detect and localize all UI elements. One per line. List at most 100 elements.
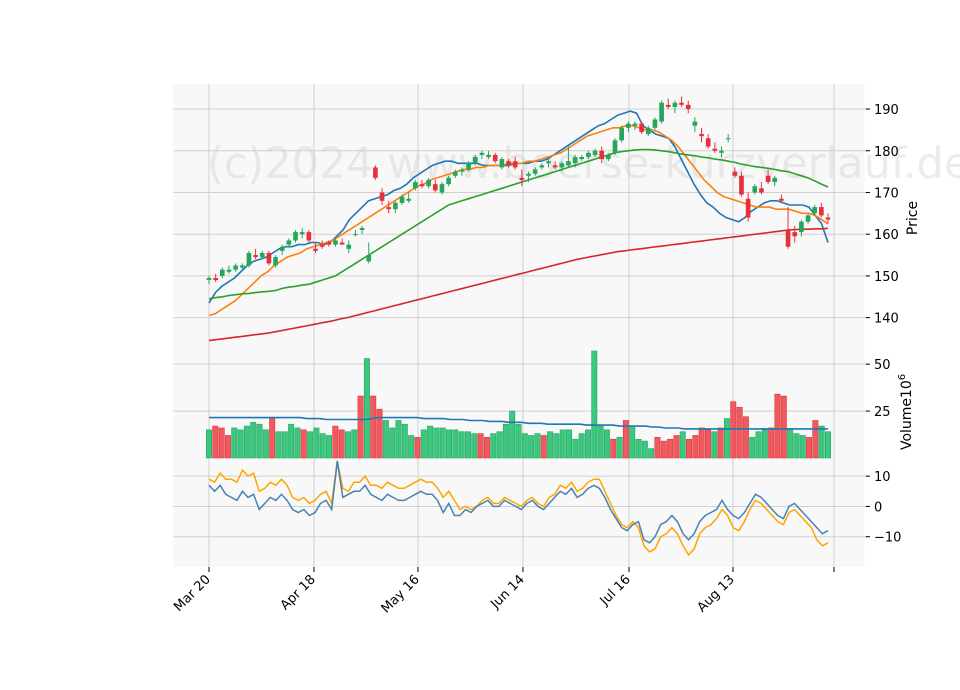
volume-bar bbox=[452, 429, 459, 459]
candle-body bbox=[772, 177, 778, 183]
candle-body bbox=[239, 265, 245, 268]
candle-body bbox=[479, 152, 485, 155]
candle-body bbox=[226, 269, 232, 272]
volume-bar bbox=[351, 429, 358, 459]
candle-body bbox=[566, 161, 571, 166]
volume-bar bbox=[654, 437, 661, 459]
candle-body bbox=[313, 248, 318, 251]
candle-body bbox=[499, 159, 505, 168]
candle-body bbox=[539, 165, 545, 168]
candle-body bbox=[679, 102, 684, 105]
candle-body bbox=[346, 244, 352, 249]
volume-bar bbox=[376, 408, 383, 459]
candle-body bbox=[745, 198, 751, 218]
volume-bar bbox=[667, 438, 674, 459]
volume-axis-exponent: 106 bbox=[897, 374, 915, 398]
volume-bar bbox=[730, 401, 737, 459]
candle-body bbox=[579, 157, 585, 160]
volume-bar bbox=[698, 427, 705, 459]
candle-body bbox=[419, 184, 425, 187]
volume-bar bbox=[490, 433, 497, 459]
candle-body bbox=[685, 104, 691, 110]
volume-bar bbox=[793, 433, 800, 459]
volume-bar bbox=[559, 429, 566, 459]
volume-bar bbox=[692, 435, 699, 459]
candle-body bbox=[612, 140, 618, 153]
candle-body bbox=[719, 150, 724, 153]
volume-bar bbox=[578, 433, 585, 459]
volume-bar bbox=[515, 423, 522, 459]
volume-bar bbox=[622, 420, 629, 459]
candle-body bbox=[639, 123, 644, 132]
candle-body bbox=[665, 104, 671, 107]
candle-body bbox=[526, 173, 531, 176]
volume-bar bbox=[509, 410, 516, 459]
candle-body bbox=[645, 127, 651, 135]
volume-bar bbox=[521, 433, 528, 459]
y-tick-label: 10 bbox=[874, 470, 891, 485]
volume-bar bbox=[616, 437, 623, 459]
candle-body bbox=[359, 227, 365, 231]
candle-body bbox=[279, 246, 285, 251]
candle-body bbox=[572, 157, 578, 164]
volume-bar bbox=[281, 431, 288, 459]
volume-bar bbox=[319, 433, 326, 459]
candle-body bbox=[472, 157, 478, 164]
volume-bar bbox=[420, 429, 427, 459]
candle-body bbox=[732, 171, 738, 176]
volume-bar bbox=[774, 393, 781, 459]
volume-bar bbox=[269, 418, 276, 459]
candle-body bbox=[625, 123, 631, 128]
y-tick-label: −10 bbox=[874, 531, 901, 546]
volume-bar bbox=[256, 423, 263, 459]
y-tick-label: 160 bbox=[874, 228, 899, 243]
candle-body bbox=[599, 150, 605, 160]
candle-body bbox=[366, 255, 372, 262]
x-tick-label: Aug 13 bbox=[695, 572, 738, 615]
candle-body bbox=[752, 186, 758, 193]
volume-bar bbox=[723, 418, 730, 459]
volume-ma bbox=[209, 416, 828, 430]
volume-bar bbox=[243, 425, 250, 459]
candle-body bbox=[219, 269, 225, 276]
volume-bar bbox=[496, 431, 503, 459]
candle-body bbox=[293, 232, 298, 241]
candle-body bbox=[452, 171, 458, 176]
candle-body bbox=[339, 242, 345, 245]
volume-bar bbox=[705, 429, 711, 459]
candle-body bbox=[506, 161, 511, 166]
y-tick-label: 25 bbox=[874, 405, 891, 420]
indicator-line bbox=[208, 460, 829, 557]
volume-bar bbox=[262, 429, 269, 459]
volume-bar bbox=[414, 437, 421, 459]
candle-body bbox=[246, 252, 252, 266]
volume-bar bbox=[458, 431, 465, 459]
price-series bbox=[208, 110, 829, 342]
volume-bar bbox=[736, 407, 743, 459]
candle-body bbox=[233, 265, 238, 270]
candle-body bbox=[459, 169, 465, 172]
x-tick-label: Jun 14 bbox=[487, 572, 527, 612]
candle-body bbox=[253, 255, 258, 258]
price-ma-line bbox=[208, 124, 829, 317]
volume-bar bbox=[439, 427, 446, 459]
price-panel bbox=[173, 84, 865, 351]
volume-bar bbox=[237, 429, 244, 459]
volume-bar bbox=[825, 431, 831, 459]
candle-body bbox=[759, 188, 764, 193]
volume-bar bbox=[540, 435, 547, 459]
volume-bar bbox=[641, 440, 648, 459]
volume-bar bbox=[717, 427, 724, 459]
watermark: (c)2024 www.boerse-kurzverlauf.de bbox=[207, 139, 960, 189]
volume-bar bbox=[471, 433, 478, 459]
volume-bar bbox=[395, 420, 402, 459]
candle-body bbox=[319, 244, 325, 247]
volume-bar bbox=[768, 427, 775, 459]
x-tick-label: May 16 bbox=[379, 572, 423, 616]
volume-bar bbox=[711, 431, 718, 459]
volume-bar bbox=[275, 431, 282, 459]
volume-bar bbox=[566, 429, 573, 459]
candle-body bbox=[486, 154, 491, 158]
price-ma-line bbox=[208, 148, 829, 300]
candle-body bbox=[819, 207, 824, 216]
